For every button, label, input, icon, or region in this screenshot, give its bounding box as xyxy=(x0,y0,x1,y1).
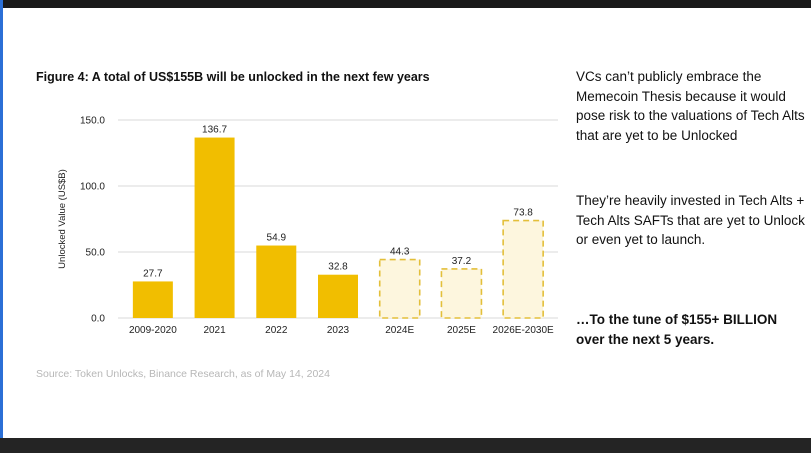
bar-chart: 0.0 50.0 100.0 150.0 Unlocked Value (US$B) 27… xyxy=(57,116,558,336)
source-note: Source: Token Unlocks, Binance Research,… xyxy=(36,368,330,380)
y-tick-label: 50.0 xyxy=(86,248,106,259)
x-tick-label: 2026E-2030E xyxy=(493,325,554,336)
bar-estimate xyxy=(378,258,421,319)
data-label: 136.7 xyxy=(202,125,227,136)
commentary-paragraph-1: VCs can’t publicly embrace the Memecoin … xyxy=(576,69,805,143)
bar xyxy=(132,281,173,318)
bar xyxy=(194,137,235,318)
x-tick-label: 2021 xyxy=(203,325,226,336)
data-label: 37.2 xyxy=(452,256,472,267)
commentary-paragraph-3: …To the tune of $155+ BILLION over the n… xyxy=(576,312,778,347)
data-label: 54.9 xyxy=(267,233,287,244)
x-tick-label: 2025E xyxy=(447,325,476,336)
x-tick-label: 2023 xyxy=(327,325,350,336)
x-tick-label: 2024E xyxy=(385,325,414,336)
figure-title: Figure 4: A total of US$155B will be unl… xyxy=(36,70,430,84)
bar xyxy=(256,245,297,318)
x-tick-label: 2022 xyxy=(265,325,288,336)
y-tick-label: 0.0 xyxy=(91,314,105,325)
data-label: 27.7 xyxy=(143,268,163,279)
data-label: 73.8 xyxy=(513,208,533,219)
y-axis-label: Unlocked Value (US$B) xyxy=(57,169,68,269)
bar-estimate xyxy=(502,219,544,319)
bottom-strip xyxy=(0,438,811,453)
data-label: 44.3 xyxy=(390,247,410,258)
commentary-paragraph-2: They’re heavily invested in Tech Alts + … xyxy=(576,193,805,247)
data-label: 32.8 xyxy=(328,262,348,273)
slide: Figure 4: A total of US$155B will be unl… xyxy=(3,8,811,438)
presentation-accent-bar xyxy=(0,0,3,453)
bar xyxy=(318,274,358,318)
bar-estimate xyxy=(440,268,483,319)
x-tick-label: 2009-2020 xyxy=(129,325,177,336)
y-tick-label: 100.0 xyxy=(80,182,105,193)
y-tick-label: 150.0 xyxy=(80,116,105,127)
